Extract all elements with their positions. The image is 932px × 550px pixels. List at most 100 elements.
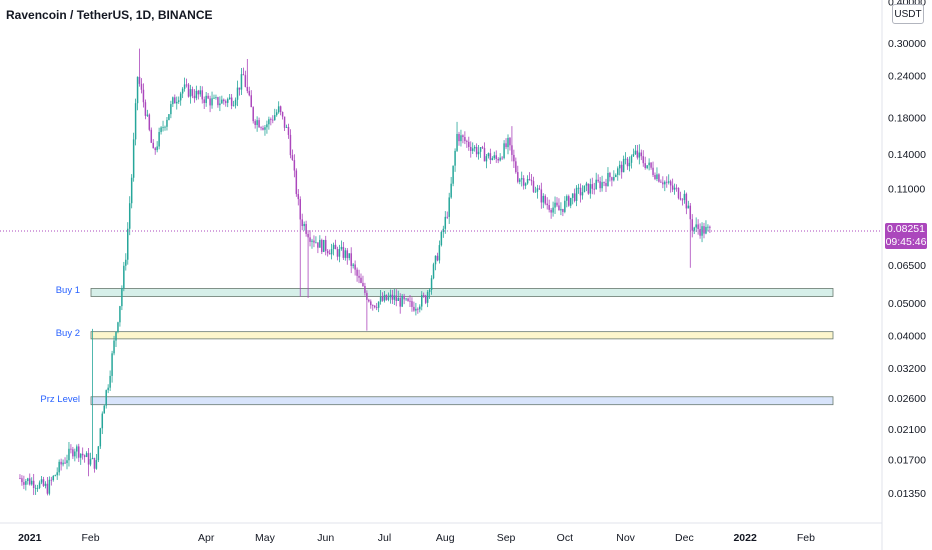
candle-body bbox=[168, 114, 170, 120]
zone-label-1: Buy 1 bbox=[55, 285, 80, 297]
candle-body bbox=[468, 141, 470, 147]
candle-body bbox=[236, 87, 239, 100]
candle-body bbox=[332, 244, 335, 250]
zone-2 bbox=[90, 331, 834, 340]
candle-body bbox=[370, 301, 372, 306]
y-tick-label: 0.14000 bbox=[888, 149, 926, 161]
candle-body bbox=[289, 134, 292, 156]
candle-body bbox=[562, 208, 564, 212]
y-tick-label: 0.02100 bbox=[888, 424, 926, 436]
x-tick-label: Sep bbox=[497, 532, 516, 544]
candle-body bbox=[113, 340, 115, 354]
candle-body bbox=[230, 97, 233, 106]
candle-body bbox=[187, 84, 190, 97]
candle-body bbox=[695, 224, 697, 228]
zones-layer bbox=[90, 288, 834, 406]
candle-body bbox=[266, 124, 268, 128]
x-tick-label: Jun bbox=[317, 532, 334, 544]
candle-body bbox=[97, 446, 100, 461]
candle-body bbox=[150, 129, 153, 143]
currency-label[interactable]: USDT bbox=[892, 4, 924, 24]
candle-body bbox=[681, 199, 684, 201]
candle-body bbox=[419, 306, 421, 310]
candle-body bbox=[464, 137, 466, 142]
candle-body bbox=[546, 203, 548, 206]
candle-body bbox=[330, 249, 333, 255]
time-axis[interactable]: ec2021FebAprMayJunJulAugSepOctNovDec2022… bbox=[0, 532, 815, 544]
candle-body bbox=[189, 89, 192, 97]
candle-body bbox=[413, 306, 415, 311]
candle-body bbox=[440, 232, 443, 246]
candle-body bbox=[609, 172, 611, 178]
candle-body bbox=[252, 107, 254, 122]
candle-body bbox=[213, 97, 215, 99]
candle-body bbox=[146, 114, 149, 116]
candle-body bbox=[693, 227, 695, 231]
candle-body bbox=[511, 145, 513, 155]
candle-body bbox=[219, 103, 221, 106]
candle-body bbox=[634, 150, 637, 154]
candle-body bbox=[618, 164, 621, 169]
x-tick-label: Dec bbox=[675, 532, 694, 544]
candle-body bbox=[324, 239, 327, 251]
candle-body bbox=[483, 148, 486, 162]
candle-body bbox=[677, 188, 680, 199]
candle-body bbox=[448, 197, 450, 217]
price-axis[interactable]: 0.400000.300000.240000.180000.140000.110… bbox=[888, 0, 926, 500]
candle-body bbox=[575, 187, 578, 201]
candle-body bbox=[158, 132, 160, 147]
candle-body bbox=[415, 308, 417, 311]
candle-body bbox=[656, 174, 658, 180]
candle-body bbox=[132, 139, 135, 178]
candle-body bbox=[524, 183, 527, 186]
candle-body bbox=[675, 187, 678, 189]
x-tick-label: Feb bbox=[797, 532, 815, 544]
candle-body bbox=[311, 240, 313, 242]
candle-body bbox=[530, 180, 533, 182]
candle-body bbox=[40, 479, 43, 483]
candle-body bbox=[152, 142, 154, 149]
candle-body bbox=[601, 182, 603, 189]
candle-body bbox=[362, 282, 364, 287]
candle-body bbox=[358, 275, 360, 278]
candle-body bbox=[391, 294, 394, 300]
candle-body bbox=[174, 97, 176, 104]
candle-body bbox=[709, 226, 711, 228]
candle-body bbox=[473, 146, 476, 149]
candle-body bbox=[21, 478, 23, 483]
candle-body bbox=[364, 286, 366, 293]
candle-body bbox=[240, 74, 243, 90]
candle-body bbox=[366, 292, 368, 300]
candle-body bbox=[673, 187, 676, 190]
candle-body bbox=[526, 178, 529, 184]
candle-body bbox=[32, 480, 35, 488]
candle-body bbox=[228, 97, 231, 100]
candle-body bbox=[142, 89, 145, 103]
candle-body bbox=[138, 76, 141, 84]
candle-body bbox=[564, 200, 566, 212]
candle-body bbox=[481, 147, 484, 149]
candle-body bbox=[303, 223, 305, 227]
candle-body bbox=[489, 153, 492, 161]
candle-body bbox=[372, 305, 374, 306]
candle-body bbox=[319, 239, 321, 248]
candle-body bbox=[107, 387, 109, 391]
candle-body bbox=[270, 119, 272, 121]
candle-body bbox=[385, 294, 388, 300]
candle-body bbox=[360, 277, 362, 283]
x-tick-label: 2022 bbox=[733, 532, 757, 544]
candle-body bbox=[399, 297, 401, 307]
candle-body bbox=[225, 101, 227, 103]
candle-body bbox=[215, 97, 217, 98]
candle-body bbox=[666, 181, 668, 183]
candle-body bbox=[466, 141, 468, 142]
candle-body bbox=[436, 255, 439, 261]
candle-body bbox=[46, 483, 49, 494]
candle-body bbox=[499, 157, 501, 161]
candle-body bbox=[424, 295, 427, 303]
candle-body bbox=[566, 196, 568, 201]
candle-body bbox=[438, 245, 441, 261]
candle-body bbox=[446, 216, 448, 218]
candle-body bbox=[381, 296, 384, 301]
